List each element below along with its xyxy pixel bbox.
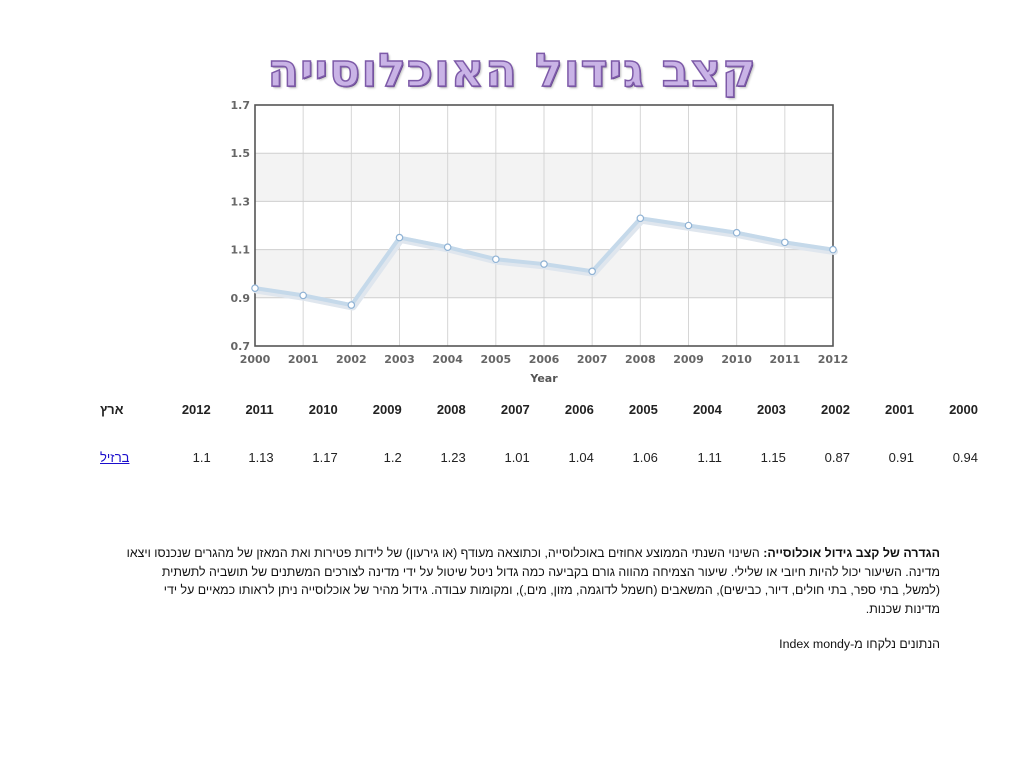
table-cell-value: 1.04 (568, 449, 594, 465)
country-link[interactable]: ברזיל (100, 449, 130, 465)
data-point (588, 267, 596, 276)
table-cell-value: 1.15 (760, 449, 786, 465)
column-header-year: 2001 (885, 401, 914, 417)
column-header-year: 2010 (308, 401, 338, 417)
data-point (781, 238, 789, 247)
y-tick-label: 0.7 (231, 340, 251, 353)
country-link-cell: ברזיל (100, 422, 159, 492)
source-note: הנתונים נלקחו מ-Index mondy (779, 637, 940, 651)
data-point (636, 214, 645, 223)
column-header-year: 2012 (181, 401, 211, 417)
table-cell-value: 0.91 (888, 449, 914, 465)
table-cell-value: 1.17 (312, 449, 338, 465)
column-header-year: 2000 (949, 401, 978, 417)
column-header-year: 2006 (564, 401, 594, 417)
y-tick-label: 1.7 (231, 99, 251, 112)
column-header-country: ארץ (100, 401, 124, 417)
table-cell-value: 1.1 (192, 449, 211, 465)
line-chart: 0.7 0.9 1.1 1.3 1.5 1.7 2000 2001 2002 2003 2004 2… (231, 99, 849, 385)
x-tick-label: 2012 (818, 353, 848, 366)
definition-text: הגדרה של קצב גידול אוכלוסייה: השינוי השנ… (126, 544, 940, 654)
definition-paragraph: הגדרה של קצב גידול אוכלוסייה: השינוי השנ… (126, 544, 940, 618)
x-tick-label: 2003 (384, 353, 415, 366)
data-point (251, 284, 259, 292)
plot-frame (254, 104, 834, 347)
column-header-year: 2007 (500, 401, 530, 417)
table-cell-value: 1.23 (440, 449, 466, 465)
data-point (492, 255, 500, 264)
x-tick-label: 2010 (721, 353, 752, 366)
table-cell-value: 1.01 (504, 449, 530, 465)
x-tick-label: 2006 (529, 353, 560, 366)
table-cell-value: 1.2 (383, 449, 402, 465)
column-header-year: 2002 (821, 401, 850, 417)
y-tick-label: 1.1 (231, 244, 251, 257)
table-cell-value: 1.11 (697, 449, 722, 465)
data-point (540, 260, 548, 268)
x-tick-label: 2002 (336, 353, 367, 366)
data-point (299, 291, 307, 300)
y-tick-label: 1.5 (231, 147, 251, 160)
table-row: 0.94 0.91 0.87 1.15 1.11 1.06 1.04 1.01 1.23 1.2 1… (100, 422, 990, 492)
definition-term: הגדרה של קצב גידול אוכלוסייה: (763, 546, 940, 560)
table-cell-value: 0.94 (952, 449, 978, 465)
data-point (829, 245, 837, 254)
table-cell-value: 0.87 (824, 449, 850, 465)
table-cell-value: 1.06 (632, 449, 658, 465)
column-header-year: 2011 (245, 401, 274, 417)
data-table: 2000 2001 2002 2003 2004 2005 2006 2007 2008 2009… (100, 396, 990, 492)
table-header-row: 2000 2001 2002 2003 2004 2005 2006 2007 2008 2009… (100, 396, 990, 422)
y-tick-label: 1.3 (231, 195, 251, 208)
x-tick-label: 2009 (673, 353, 704, 366)
x-tick-label: 2005 (481, 353, 512, 366)
column-header-year: 2004 (692, 401, 722, 417)
page-title: קצב גידול האוכלוסייה (267, 42, 757, 98)
x-tick-label: 2004 (432, 353, 463, 366)
column-header-year: 2009 (372, 401, 402, 417)
x-tick-label: 2007 (577, 353, 608, 366)
x-tick-label: 2008 (625, 353, 656, 366)
column-header-year: 2003 (756, 401, 786, 417)
x-tick-label: 2001 (288, 353, 319, 366)
table-cell-value: 1.13 (248, 449, 274, 465)
definition-body: השינוי השנתי הממוצע אחוזים באוכלוסייה, ו… (126, 546, 940, 616)
column-header-year: 2005 (628, 401, 658, 417)
data-point (347, 301, 356, 309)
data-point (684, 221, 693, 230)
x-tick-label: 2000 (240, 353, 271, 366)
data-point (443, 243, 452, 251)
y-tick-label: 0.9 (231, 292, 251, 305)
column-header-year: 2008 (436, 401, 466, 417)
data-point (395, 233, 404, 242)
x-tick-label: 2011 (770, 353, 801, 366)
x-axis-title: Year (529, 372, 558, 385)
data-point (732, 228, 741, 237)
